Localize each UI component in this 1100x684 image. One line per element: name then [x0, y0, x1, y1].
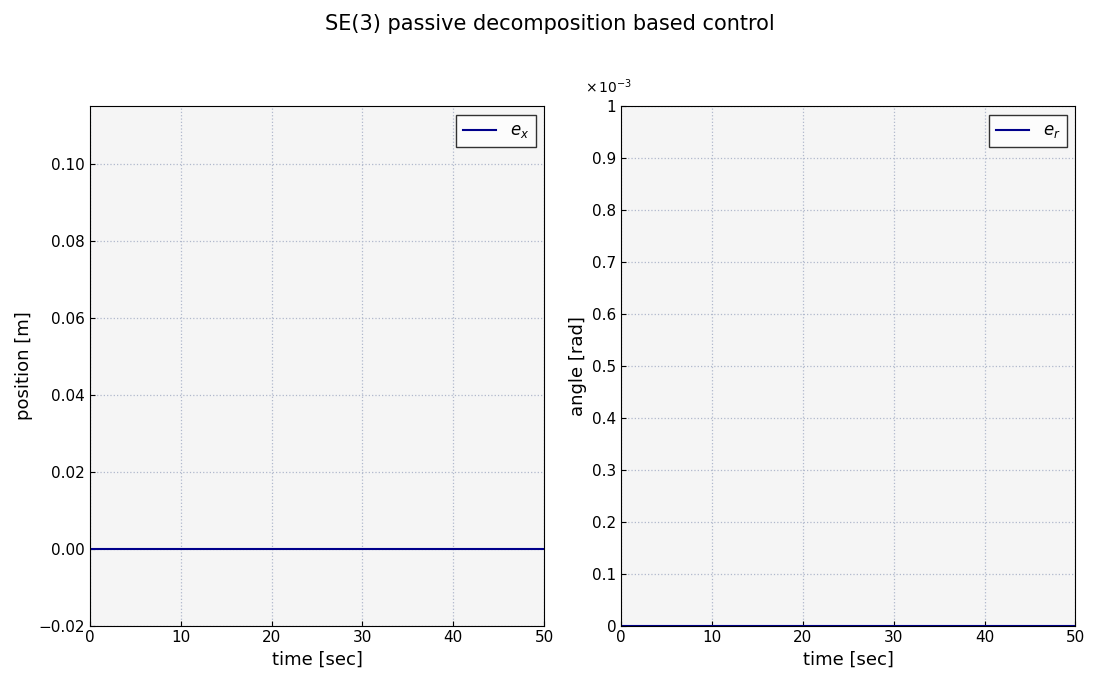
X-axis label: time [sec]: time [sec]	[272, 651, 362, 669]
Y-axis label: angle [rad]: angle [rad]	[569, 316, 586, 416]
X-axis label: time [sec]: time [sec]	[803, 651, 894, 669]
Text: SE(3) passive decomposition based control: SE(3) passive decomposition based contro…	[326, 14, 774, 34]
Legend: $e_r$: $e_r$	[989, 115, 1067, 147]
Y-axis label: position [m]: position [m]	[15, 312, 33, 421]
Text: $\times\,10^{-3}$: $\times\,10^{-3}$	[585, 77, 632, 96]
Legend: $e_x$: $e_x$	[456, 115, 536, 147]
